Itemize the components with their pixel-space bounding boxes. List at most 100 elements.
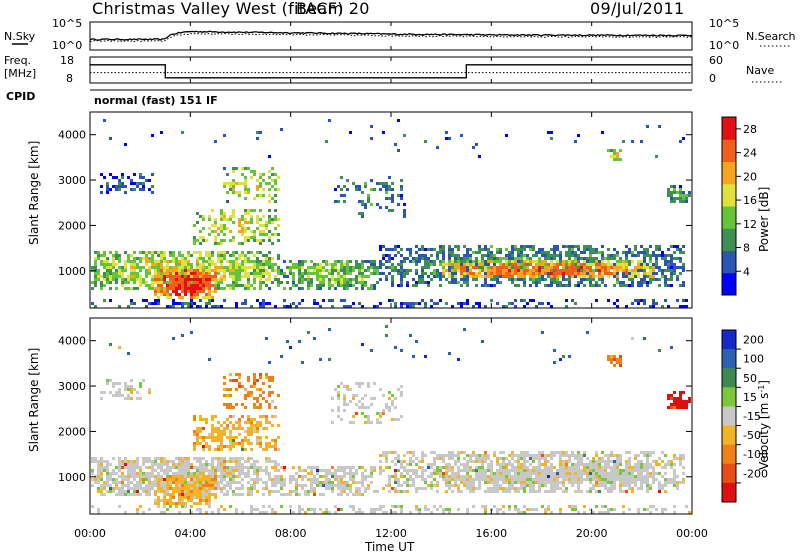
velocity-cell	[394, 487, 397, 490]
power-cell	[175, 293, 178, 296]
velocity-cell	[664, 484, 667, 487]
velocity-cell	[478, 481, 481, 484]
power-cell	[514, 299, 517, 302]
velocity-cell	[574, 505, 577, 508]
velocity-cell	[676, 403, 679, 406]
velocity-cell	[253, 460, 256, 463]
power-cell	[484, 305, 487, 308]
velocity-cell	[205, 418, 208, 421]
velocity-cell	[394, 346, 397, 349]
velocity-cell	[100, 463, 103, 466]
power-cell	[109, 272, 112, 275]
velocity-cell	[526, 484, 529, 487]
power-cell	[343, 185, 346, 188]
velocity-cell	[334, 388, 337, 391]
power-cell	[220, 251, 223, 254]
velocity-cell	[226, 484, 229, 487]
power-cell	[268, 263, 271, 266]
velocity-cell	[193, 445, 196, 448]
velocity-cell	[220, 478, 223, 481]
velocity-cell	[451, 454, 454, 457]
velocity-cell	[145, 475, 148, 478]
power-cell	[220, 281, 223, 284]
power-cell	[538, 302, 541, 305]
power-cell	[202, 215, 205, 218]
power-cell	[148, 188, 151, 191]
velocity-cell	[337, 484, 340, 487]
power-cell	[247, 236, 250, 239]
velocity-cell	[646, 487, 649, 490]
velocity-cell	[568, 475, 571, 478]
velocity-cell	[229, 394, 232, 397]
power-cell	[508, 272, 511, 275]
power-cell	[163, 287, 166, 290]
power-cell	[118, 179, 121, 182]
velocity-cell	[544, 484, 547, 487]
velocity-cell	[226, 418, 229, 421]
velocity-cell	[628, 508, 631, 511]
power-cell	[97, 254, 100, 257]
power-cell	[394, 245, 397, 248]
velocity-cell	[148, 484, 151, 487]
velocity-cell	[364, 490, 367, 493]
power-cell	[511, 269, 514, 272]
freq-left-tick-high: 18	[60, 54, 74, 67]
power-cell	[259, 269, 262, 272]
power-cell	[355, 278, 358, 281]
velocity-cell	[133, 472, 136, 475]
power-cell	[211, 209, 214, 212]
velocity-cell	[172, 481, 175, 484]
power-cell	[106, 269, 109, 272]
velocity-cell	[214, 496, 217, 499]
power-cell	[403, 260, 406, 263]
power-cell	[136, 263, 139, 266]
velocity-cell	[472, 484, 475, 487]
velocity-cell	[100, 457, 103, 460]
velocity-cell	[379, 388, 382, 391]
power-cell	[490, 278, 493, 281]
velocity-cell	[676, 400, 679, 403]
power-cell	[331, 284, 334, 287]
power-cell	[661, 275, 664, 278]
power-cell	[244, 221, 247, 224]
velocity-cell	[574, 466, 577, 469]
power-cell	[100, 275, 103, 278]
velocity-cell	[502, 460, 505, 463]
velocity-cell	[145, 478, 148, 481]
power-cell	[361, 281, 364, 284]
velocity-cell	[280, 466, 283, 469]
velocity-cell	[523, 460, 526, 463]
power-cell	[274, 305, 277, 308]
velocity-cell	[577, 451, 580, 454]
power-cell	[211, 284, 214, 287]
power-cell	[247, 251, 250, 254]
power-cell	[94, 272, 97, 275]
velocity-cell	[415, 487, 418, 490]
velocity-cell	[679, 460, 682, 463]
velocity-cell	[400, 391, 403, 394]
power-cell	[664, 278, 667, 281]
power-cell	[223, 233, 226, 236]
power-cell	[118, 254, 121, 257]
velocity-cell	[568, 481, 571, 484]
power-cell	[154, 266, 157, 269]
power-cell	[682, 284, 685, 287]
power-cell	[487, 251, 490, 254]
power-cell	[316, 266, 319, 269]
power-cell	[607, 257, 610, 260]
power-cell	[274, 215, 277, 218]
velocity-cell	[601, 472, 604, 475]
velocity-cell	[214, 475, 217, 478]
velocity-cell	[241, 457, 244, 460]
velocity-cell	[220, 439, 223, 442]
power-cell	[547, 251, 550, 254]
velocity-cell	[238, 463, 241, 466]
power-cell	[532, 278, 535, 281]
velocity-cell	[538, 481, 541, 484]
power-cell	[367, 200, 370, 203]
velocity-cell	[355, 382, 358, 385]
velocity-cell	[385, 511, 388, 514]
power-cell	[142, 281, 145, 284]
power-cell	[394, 266, 397, 269]
power-cell	[496, 302, 499, 305]
